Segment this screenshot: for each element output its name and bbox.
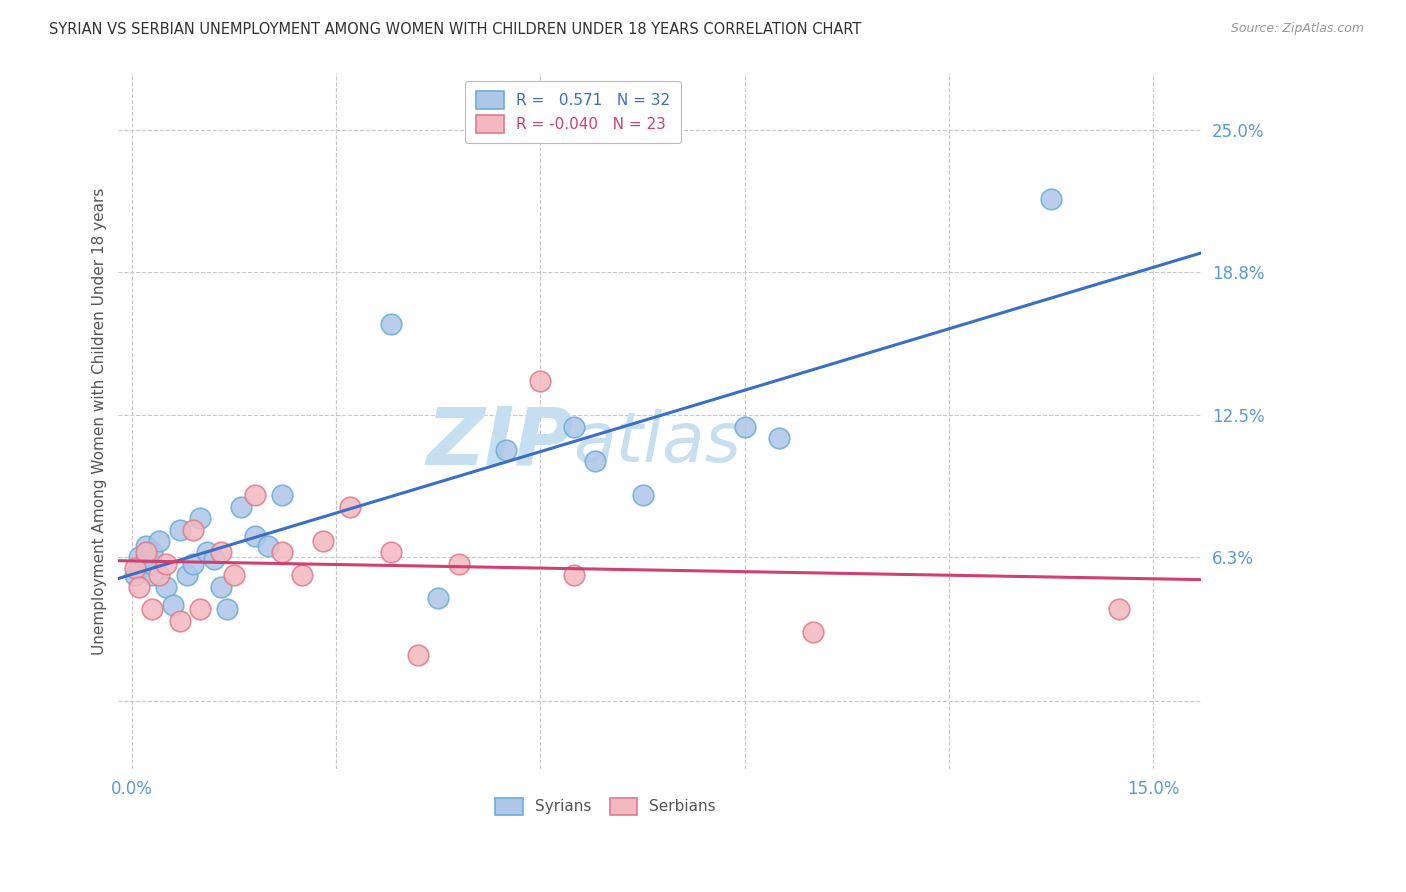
Text: ZIP: ZIP bbox=[426, 403, 574, 481]
Point bbox=[291, 568, 314, 582]
Point bbox=[495, 442, 517, 457]
Point bbox=[188, 511, 211, 525]
Point bbox=[169, 614, 191, 628]
Point bbox=[128, 580, 150, 594]
Point bbox=[162, 598, 184, 612]
Point bbox=[141, 602, 163, 616]
Point bbox=[631, 488, 654, 502]
Point bbox=[195, 545, 218, 559]
Point bbox=[135, 545, 157, 559]
Point bbox=[270, 488, 292, 502]
Point bbox=[801, 625, 824, 640]
Text: SYRIAN VS SERBIAN UNEMPLOYMENT AMONG WOMEN WITH CHILDREN UNDER 18 YEARS CORRELAT: SYRIAN VS SERBIAN UNEMPLOYMENT AMONG WOM… bbox=[49, 22, 862, 37]
Point bbox=[768, 431, 790, 445]
Point bbox=[243, 529, 266, 543]
Point bbox=[148, 568, 170, 582]
Point bbox=[155, 580, 177, 594]
Y-axis label: Unemployment Among Women with Children Under 18 years: Unemployment Among Women with Children U… bbox=[93, 187, 107, 655]
Point bbox=[148, 534, 170, 549]
Point bbox=[209, 580, 232, 594]
Point bbox=[406, 648, 429, 662]
Point bbox=[135, 539, 157, 553]
Point bbox=[155, 557, 177, 571]
Point bbox=[124, 568, 146, 582]
Point bbox=[229, 500, 252, 514]
Point bbox=[427, 591, 450, 605]
Point bbox=[202, 552, 225, 566]
Point bbox=[209, 545, 232, 559]
Point bbox=[181, 523, 204, 537]
Point bbox=[564, 420, 586, 434]
Point bbox=[243, 488, 266, 502]
Point bbox=[188, 602, 211, 616]
Point bbox=[135, 552, 157, 566]
Point bbox=[447, 557, 470, 571]
Point bbox=[380, 545, 402, 559]
Point bbox=[181, 557, 204, 571]
Point bbox=[128, 549, 150, 564]
Point bbox=[141, 557, 163, 571]
Point bbox=[380, 317, 402, 331]
Point bbox=[1108, 602, 1130, 616]
Text: atlas: atlas bbox=[574, 409, 741, 475]
Point bbox=[339, 500, 361, 514]
Point bbox=[257, 539, 280, 553]
Point bbox=[141, 545, 163, 559]
Point bbox=[311, 534, 333, 549]
Text: Source: ZipAtlas.com: Source: ZipAtlas.com bbox=[1230, 22, 1364, 36]
Point bbox=[217, 602, 239, 616]
Point bbox=[270, 545, 292, 559]
Point bbox=[564, 568, 586, 582]
Point bbox=[176, 568, 198, 582]
Point bbox=[124, 561, 146, 575]
Legend: Syrians, Serbians: Syrians, Serbians bbox=[486, 789, 725, 824]
Point bbox=[128, 561, 150, 575]
Point bbox=[224, 568, 246, 582]
Point bbox=[169, 523, 191, 537]
Point bbox=[141, 568, 163, 582]
Point bbox=[1039, 192, 1062, 206]
Point bbox=[583, 454, 606, 468]
Point bbox=[529, 374, 551, 388]
Point bbox=[734, 420, 756, 434]
